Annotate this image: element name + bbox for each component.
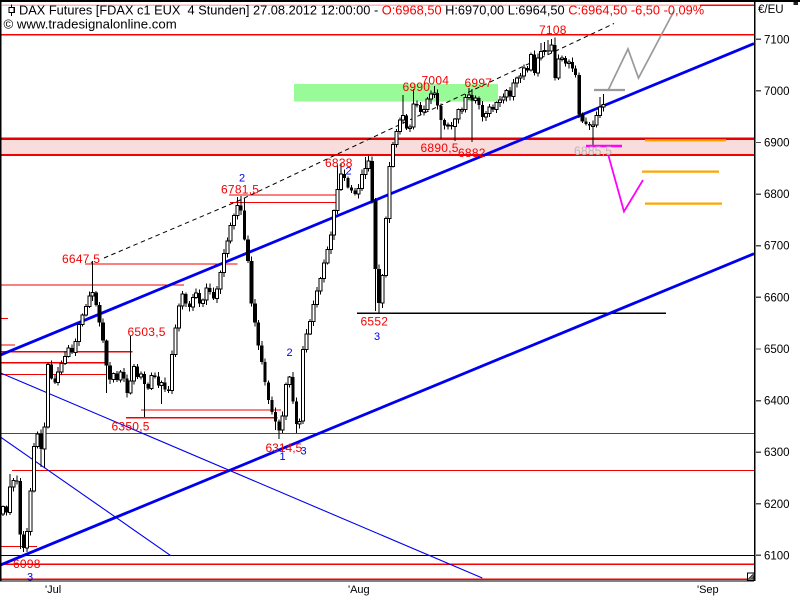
svg-text:6350,5: 6350,5 — [112, 420, 150, 434]
svg-text:'Aug: 'Aug — [348, 584, 370, 596]
svg-text:6098: 6098 — [13, 557, 41, 571]
svg-text:7000: 7000 — [764, 86, 790, 98]
svg-text:2: 2 — [287, 347, 293, 359]
svg-text:7004: 7004 — [422, 73, 450, 87]
svg-text:6400: 6400 — [764, 396, 790, 408]
svg-text:6900: 6900 — [764, 138, 790, 150]
svg-text:6700: 6700 — [764, 241, 790, 253]
svg-text:6781,5: 6781,5 — [221, 183, 259, 197]
svg-text:6503,5: 6503,5 — [128, 325, 166, 339]
svg-text:6100: 6100 — [764, 550, 790, 562]
svg-text:© www.tradesignalonline.com: © www.tradesignalonline.com — [4, 17, 177, 32]
svg-text:DAX Futures [FDAX c1 EUX 4 St: DAX Futures [FDAX c1 EUX 4 Stunden] 27.0… — [19, 3, 704, 18]
svg-text:6300: 6300 — [764, 447, 790, 459]
svg-text:6882: 6882 — [458, 146, 486, 160]
svg-text:6890,5: 6890,5 — [421, 141, 459, 155]
svg-text:6997: 6997 — [465, 76, 493, 90]
svg-text:6500: 6500 — [764, 344, 790, 356]
svg-text:6647,5: 6647,5 — [62, 252, 100, 266]
svg-text:7100: 7100 — [764, 34, 790, 46]
svg-text:6600: 6600 — [764, 292, 790, 304]
svg-text:'Jul: 'Jul — [45, 584, 61, 596]
svg-text:'Sep: 'Sep — [697, 584, 719, 596]
svg-text:6552: 6552 — [361, 315, 389, 329]
svg-text:€/EU: €/EU — [758, 4, 784, 16]
svg-text:2: 2 — [239, 173, 245, 185]
svg-text:3: 3 — [27, 572, 33, 584]
svg-text:6885,5: 6885,5 — [574, 144, 612, 158]
svg-text:6200: 6200 — [764, 499, 790, 511]
svg-text:3: 3 — [374, 331, 380, 343]
svg-text:6314,5: 6314,5 — [266, 441, 303, 455]
svg-text:1: 1 — [280, 451, 286, 463]
svg-text:6838: 6838 — [325, 156, 353, 170]
svg-text:2: 2 — [346, 166, 352, 178]
svg-text:6800: 6800 — [764, 189, 790, 201]
svg-text:7108: 7108 — [539, 23, 567, 37]
svg-text:6990: 6990 — [403, 80, 431, 94]
svg-text:3: 3 — [301, 446, 307, 458]
